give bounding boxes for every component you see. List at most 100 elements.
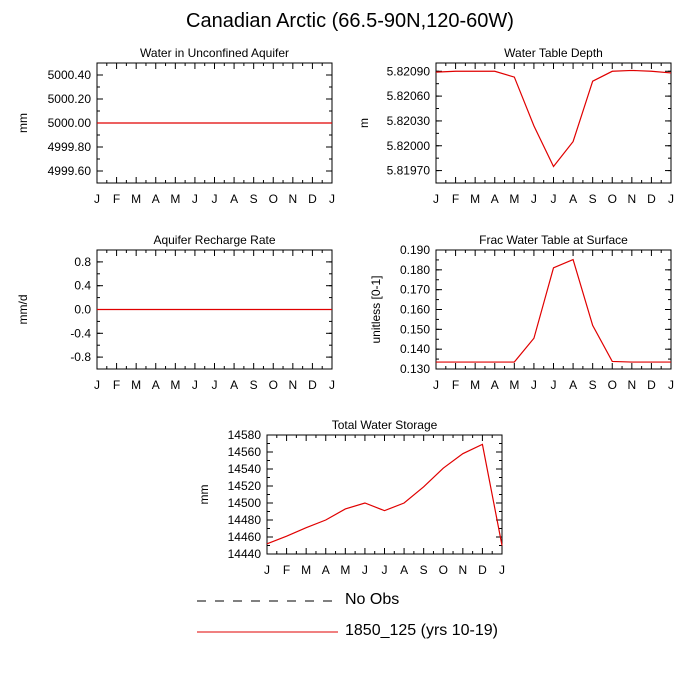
x-tick-label: F <box>113 192 120 206</box>
y-tick-label: 0.170 <box>400 283 430 297</box>
x-tick-label: M <box>470 192 480 206</box>
x-tick-label: J <box>329 192 335 206</box>
x-tick-label: N <box>458 563 467 577</box>
x-tick-label: S <box>420 563 428 577</box>
chart-title: Water Table Depth <box>504 46 603 60</box>
x-tick-label: A <box>152 378 160 392</box>
y-tick-label: 14560 <box>228 445 262 459</box>
y-axis-label: mm <box>16 113 30 133</box>
series-line <box>436 258 671 363</box>
series-line <box>435 69 672 168</box>
x-tick-label: N <box>288 378 297 392</box>
y-tick-label: 0.180 <box>400 263 430 277</box>
x-tick-label: D <box>308 378 317 392</box>
y-tick-label: 0.4 <box>74 279 91 293</box>
x-tick-label: O <box>269 378 278 392</box>
legend-label-model: 1850_125 (yrs 10-19) <box>345 622 498 639</box>
x-tick-label: F <box>452 192 459 206</box>
x-tick-label: J <box>362 563 368 577</box>
x-tick-label: S <box>589 378 597 392</box>
x-tick-label: F <box>452 378 459 392</box>
y-tick-label: 5000.00 <box>48 116 92 130</box>
x-tick-label: M <box>509 378 519 392</box>
x-tick-label: N <box>627 192 636 206</box>
y-tick-label: 14440 <box>228 547 262 561</box>
x-tick-label: J <box>668 378 674 392</box>
y-axis-label: mm/d <box>16 295 30 325</box>
x-tick-label: J <box>212 192 218 206</box>
chart-title: Total Water Storage <box>332 418 438 432</box>
y-tick-label: 14460 <box>228 530 262 544</box>
x-tick-label: O <box>269 192 278 206</box>
legend-label-no-obs: No Obs <box>345 591 400 608</box>
y-tick-label: 0.150 <box>400 322 430 336</box>
y-tick-label: 5000.20 <box>48 92 92 106</box>
x-tick-label: J <box>499 563 505 577</box>
x-tick-label: N <box>288 192 297 206</box>
y-tick-label: -0.8 <box>70 350 91 364</box>
x-tick-label: O <box>608 192 617 206</box>
x-tick-label: D <box>647 192 656 206</box>
x-tick-label: M <box>131 192 141 206</box>
x-tick-label: J <box>668 192 674 206</box>
y-tick-label: 5.82000 <box>387 139 431 153</box>
x-tick-label: A <box>230 192 238 206</box>
x-tick-label: M <box>170 192 180 206</box>
series-line <box>266 443 503 546</box>
y-tick-label: 14540 <box>228 462 262 476</box>
x-tick-label: O <box>439 563 448 577</box>
x-tick-label: M <box>470 378 480 392</box>
y-tick-label: -0.4 <box>70 326 91 340</box>
x-tick-label: A <box>230 378 238 392</box>
page-title: Canadian Arctic (66.5-90N,120-60W) <box>186 10 514 32</box>
chart-title: Water in Unconfined Aquifer <box>140 46 289 60</box>
y-tick-label: 0.0 <box>74 303 91 317</box>
x-tick-label: J <box>433 192 439 206</box>
x-tick-label: A <box>400 563 408 577</box>
x-tick-label: D <box>308 192 317 206</box>
x-tick-label: S <box>250 378 258 392</box>
chart-frac-water-table-at-surface: Frac Water Table at Surface unitless [0-1… <box>369 233 674 392</box>
y-tick-label: 0.130 <box>400 362 430 376</box>
x-tick-label: J <box>329 378 335 392</box>
x-tick-label: J <box>551 192 557 206</box>
x-tick-label: A <box>569 192 577 206</box>
y-tick-label: 0.190 <box>400 243 430 257</box>
x-tick-label: J <box>433 378 439 392</box>
x-tick-label: S <box>589 192 597 206</box>
x-tick-label: M <box>131 378 141 392</box>
y-tick-label: 14520 <box>228 479 262 493</box>
y-tick-label: 14500 <box>228 496 262 510</box>
y-axis-label: m <box>357 118 371 128</box>
y-axis-label: unitless [0-1] <box>369 275 383 343</box>
x-tick-label: M <box>340 563 350 577</box>
x-tick-label: J <box>192 192 198 206</box>
x-tick-label: S <box>250 192 258 206</box>
y-tick-label: 14580 <box>228 428 262 442</box>
x-tick-label: N <box>627 378 636 392</box>
x-tick-label: A <box>569 378 577 392</box>
y-tick-label: 5000.40 <box>48 68 92 82</box>
y-tick-label: 0.8 <box>74 255 91 269</box>
y-tick-label: 4999.60 <box>48 164 92 178</box>
x-tick-label: J <box>192 378 198 392</box>
y-tick-label: 5.81970 <box>387 164 431 178</box>
x-tick-label: M <box>170 378 180 392</box>
chart-title: Aquifer Recharge Rate <box>153 233 275 247</box>
x-tick-label: J <box>94 378 100 392</box>
y-tick-label: 5.82090 <box>387 64 431 78</box>
x-tick-label: J <box>264 563 270 577</box>
y-tick-label: 5.82030 <box>387 114 431 128</box>
y-tick-label: 5.82060 <box>387 89 431 103</box>
x-tick-label: A <box>491 192 499 206</box>
plot-frame <box>266 434 503 555</box>
y-tick-label: 0.160 <box>400 303 430 317</box>
x-tick-label: J <box>531 192 537 206</box>
x-tick-label: A <box>152 192 160 206</box>
x-tick-label: D <box>478 563 487 577</box>
